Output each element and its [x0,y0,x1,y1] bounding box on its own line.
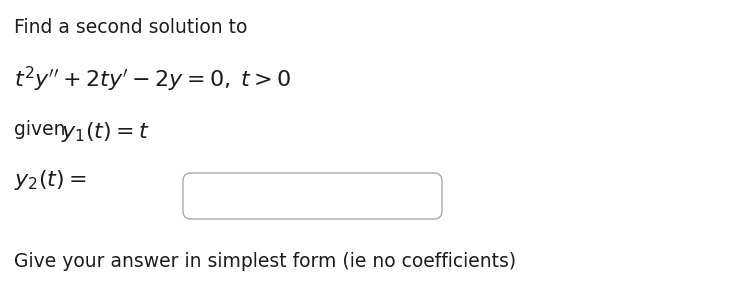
Text: Find a second solution to: Find a second solution to [14,18,248,37]
Text: $y_1(t) = t$: $y_1(t) = t$ [61,120,150,144]
Text: $t^2y^{\prime\prime} + 2ty^{\prime} - 2y = 0, \; t > 0$: $t^2y^{\prime\prime} + 2ty^{\prime} - 2y… [14,65,292,94]
FancyBboxPatch shape [183,173,442,219]
Text: $y_2(t) =$: $y_2(t) =$ [14,168,87,192]
Text: Give your answer in simplest form (ie no coefficients): Give your answer in simplest form (ie no… [14,252,516,271]
Text: given: given [14,120,72,139]
